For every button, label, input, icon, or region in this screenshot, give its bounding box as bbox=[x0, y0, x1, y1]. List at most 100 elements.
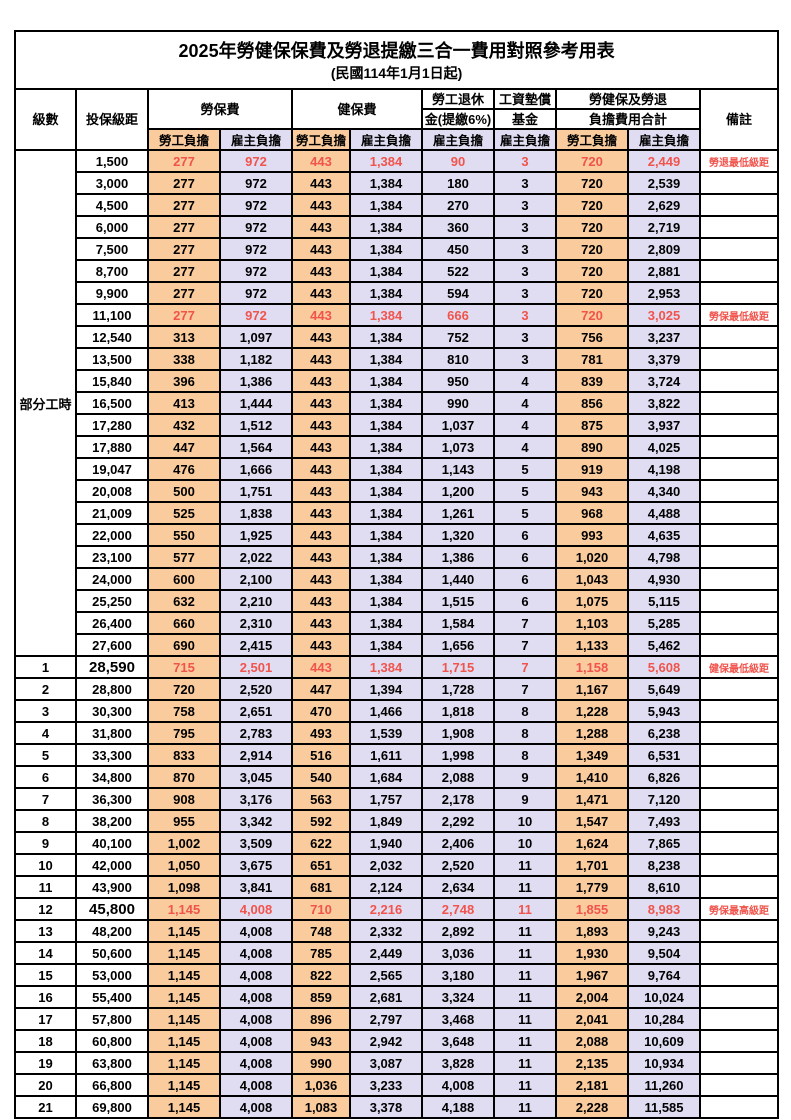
table-row: 8,700 277 972 443 1,384 522 3 720 2,881 bbox=[15, 259, 780, 283]
cell-labor-ins-employer: 3,342 bbox=[219, 809, 293, 833]
cell-total-employer: 3,237 bbox=[627, 325, 701, 349]
col-header-bracket: 投保級距 bbox=[75, 88, 149, 151]
cell-remark bbox=[698, 919, 780, 943]
cell-health-ins-employer: 2,216 bbox=[349, 897, 423, 921]
cell-labor-ins-employer: 972 bbox=[219, 303, 293, 327]
cell-pension-employer: 3,648 bbox=[421, 1029, 495, 1053]
cell-wage-fund-employer: 3 bbox=[493, 215, 557, 239]
cell-labor-ins-employer: 2,501 bbox=[219, 655, 293, 679]
cell-health-ins-employee: 443 bbox=[291, 303, 351, 327]
cell-wage-fund-employer: 3 bbox=[493, 259, 557, 283]
table-row: 21 69,800 1,145 4,008 1,083 3,378 4,188 11 2,228… bbox=[14, 1095, 780, 1119]
cell-total-employee: 1,158 bbox=[555, 655, 629, 679]
cell-health-ins-employee: 443 bbox=[291, 391, 351, 415]
cell-bracket: 7,500 bbox=[75, 237, 149, 261]
cell-labor-ins-employee: 1,145 bbox=[147, 1051, 221, 1075]
cell-labor-ins-employee: 396 bbox=[147, 369, 221, 393]
cell-labor-ins-employee: 432 bbox=[147, 413, 221, 437]
cell-wage-fund-employer: 3 bbox=[493, 303, 557, 327]
cell-labor-ins-employer: 2,914 bbox=[219, 743, 293, 767]
cell-total-employee: 1,020 bbox=[555, 545, 629, 569]
cell-health-ins-employer: 1,384 bbox=[349, 149, 423, 173]
table-row: 17,280 432 1,512 443 1,384 1,037 4 875 3,937 bbox=[15, 413, 780, 437]
cell-health-ins-employer: 1,384 bbox=[349, 303, 423, 327]
cell-pension-employer: 522 bbox=[421, 259, 495, 283]
cell-health-ins-employer: 1,384 bbox=[349, 259, 423, 283]
page-subtitle: (民國114年1月1日起) bbox=[330, 65, 463, 82]
cell-labor-ins-employee: 1,145 bbox=[147, 985, 221, 1009]
cell-health-ins-employee: 681 bbox=[291, 875, 351, 899]
cell-labor-ins-employer: 4,008 bbox=[219, 919, 293, 943]
subheader-pension-employer: 雇主負擔 bbox=[421, 128, 495, 151]
cell-pension-employer: 270 bbox=[421, 193, 495, 217]
cell-total-employee: 839 bbox=[555, 369, 629, 393]
cell-total-employer: 2,809 bbox=[627, 237, 701, 261]
cell-labor-ins-employee: 1,145 bbox=[147, 1007, 221, 1031]
cell-labor-ins-employer: 2,783 bbox=[219, 721, 293, 745]
cell-labor-ins-employee: 277 bbox=[147, 259, 221, 283]
cell-level: 2 bbox=[14, 677, 77, 701]
cell-bracket: 13,500 bbox=[75, 347, 149, 371]
cell-total-employer: 4,798 bbox=[627, 545, 701, 569]
cell-wage-fund-employer: 10 bbox=[493, 809, 557, 833]
cell-total-employee: 781 bbox=[555, 347, 629, 371]
cell-pension-employer: 990 bbox=[421, 391, 495, 415]
cell-level: 17 bbox=[14, 1007, 77, 1031]
cell-health-ins-employer: 1,384 bbox=[349, 325, 423, 349]
cell-total-employer: 8,238 bbox=[627, 853, 701, 877]
cell-health-ins-employee: 443 bbox=[291, 281, 351, 305]
cell-health-ins-employer: 1,384 bbox=[349, 501, 423, 525]
cell-pension-employer: 1,073 bbox=[421, 435, 495, 459]
cell-labor-ins-employee: 632 bbox=[147, 589, 221, 613]
cell-pension-employer: 2,634 bbox=[421, 875, 495, 899]
table-row: 9,900 277 972 443 1,384 594 3 720 2,953 bbox=[15, 281, 780, 305]
cell-remark bbox=[698, 325, 780, 349]
cell-wage-fund-employer: 11 bbox=[493, 1095, 557, 1119]
cell-remark: 勞保最高級距 bbox=[698, 897, 780, 921]
cell-pension-employer: 666 bbox=[421, 303, 495, 327]
cell-bracket: 28,800 bbox=[75, 677, 149, 701]
cell-wage-fund-employer: 11 bbox=[493, 1051, 557, 1075]
cell-health-ins-employee: 592 bbox=[291, 809, 351, 833]
cell-level: 11 bbox=[14, 875, 77, 899]
cell-health-ins-employee: 443 bbox=[291, 347, 351, 371]
cell-bracket: 8,700 bbox=[75, 259, 149, 283]
cell-labor-ins-employer: 2,651 bbox=[219, 699, 293, 723]
cell-pension-employer: 1,261 bbox=[421, 501, 495, 525]
cell-total-employer: 3,025 bbox=[627, 303, 701, 327]
table-row: 3 30,300 758 2,651 470 1,466 1,818 8 1,228 5,943 bbox=[14, 699, 780, 723]
cell-remark bbox=[698, 699, 780, 723]
cell-total-employee: 1,855 bbox=[555, 897, 629, 921]
cell-bracket: 21,009 bbox=[75, 501, 149, 525]
cell-health-ins-employer: 1,611 bbox=[349, 743, 423, 767]
table-row: 12,540 313 1,097 443 1,384 752 3 756 3,237 bbox=[15, 325, 780, 349]
cell-bracket: 45,800 bbox=[75, 897, 149, 921]
cell-total-employee: 875 bbox=[555, 413, 629, 437]
cell-bracket: 17,880 bbox=[75, 435, 149, 459]
cell-level: 13 bbox=[14, 919, 77, 943]
cell-level: 7 bbox=[14, 787, 77, 811]
cell-health-ins-employer: 1,384 bbox=[349, 391, 423, 415]
cell-bracket: 27,600 bbox=[75, 633, 149, 657]
cell-total-employer: 7,865 bbox=[627, 831, 701, 855]
cell-health-ins-employee: 443 bbox=[291, 237, 351, 261]
cell-bracket: 28,590 bbox=[75, 655, 149, 679]
cell-labor-ins-employer: 4,008 bbox=[219, 1007, 293, 1031]
cell-labor-ins-employee: 277 bbox=[147, 237, 221, 261]
cell-health-ins-employer: 1,384 bbox=[349, 347, 423, 371]
cell-bracket: 60,800 bbox=[75, 1029, 149, 1053]
cell-health-ins-employee: 470 bbox=[291, 699, 351, 723]
cell-total-employer: 2,449 bbox=[627, 149, 701, 173]
cell-wage-fund-employer: 4 bbox=[493, 413, 557, 437]
cell-bracket: 48,200 bbox=[75, 919, 149, 943]
cell-labor-ins-employee: 690 bbox=[147, 633, 221, 657]
cell-total-employer: 5,462 bbox=[627, 633, 701, 657]
cell-health-ins-employee: 710 bbox=[291, 897, 351, 921]
cell-labor-ins-employee: 1,050 bbox=[147, 853, 221, 877]
cell-level: 8 bbox=[14, 809, 77, 833]
cell-remark bbox=[698, 171, 780, 195]
cell-remark bbox=[698, 1029, 780, 1053]
cell-total-employer: 8,983 bbox=[627, 897, 701, 921]
cell-total-employee: 993 bbox=[555, 523, 629, 547]
cell-labor-ins-employer: 972 bbox=[219, 259, 293, 283]
